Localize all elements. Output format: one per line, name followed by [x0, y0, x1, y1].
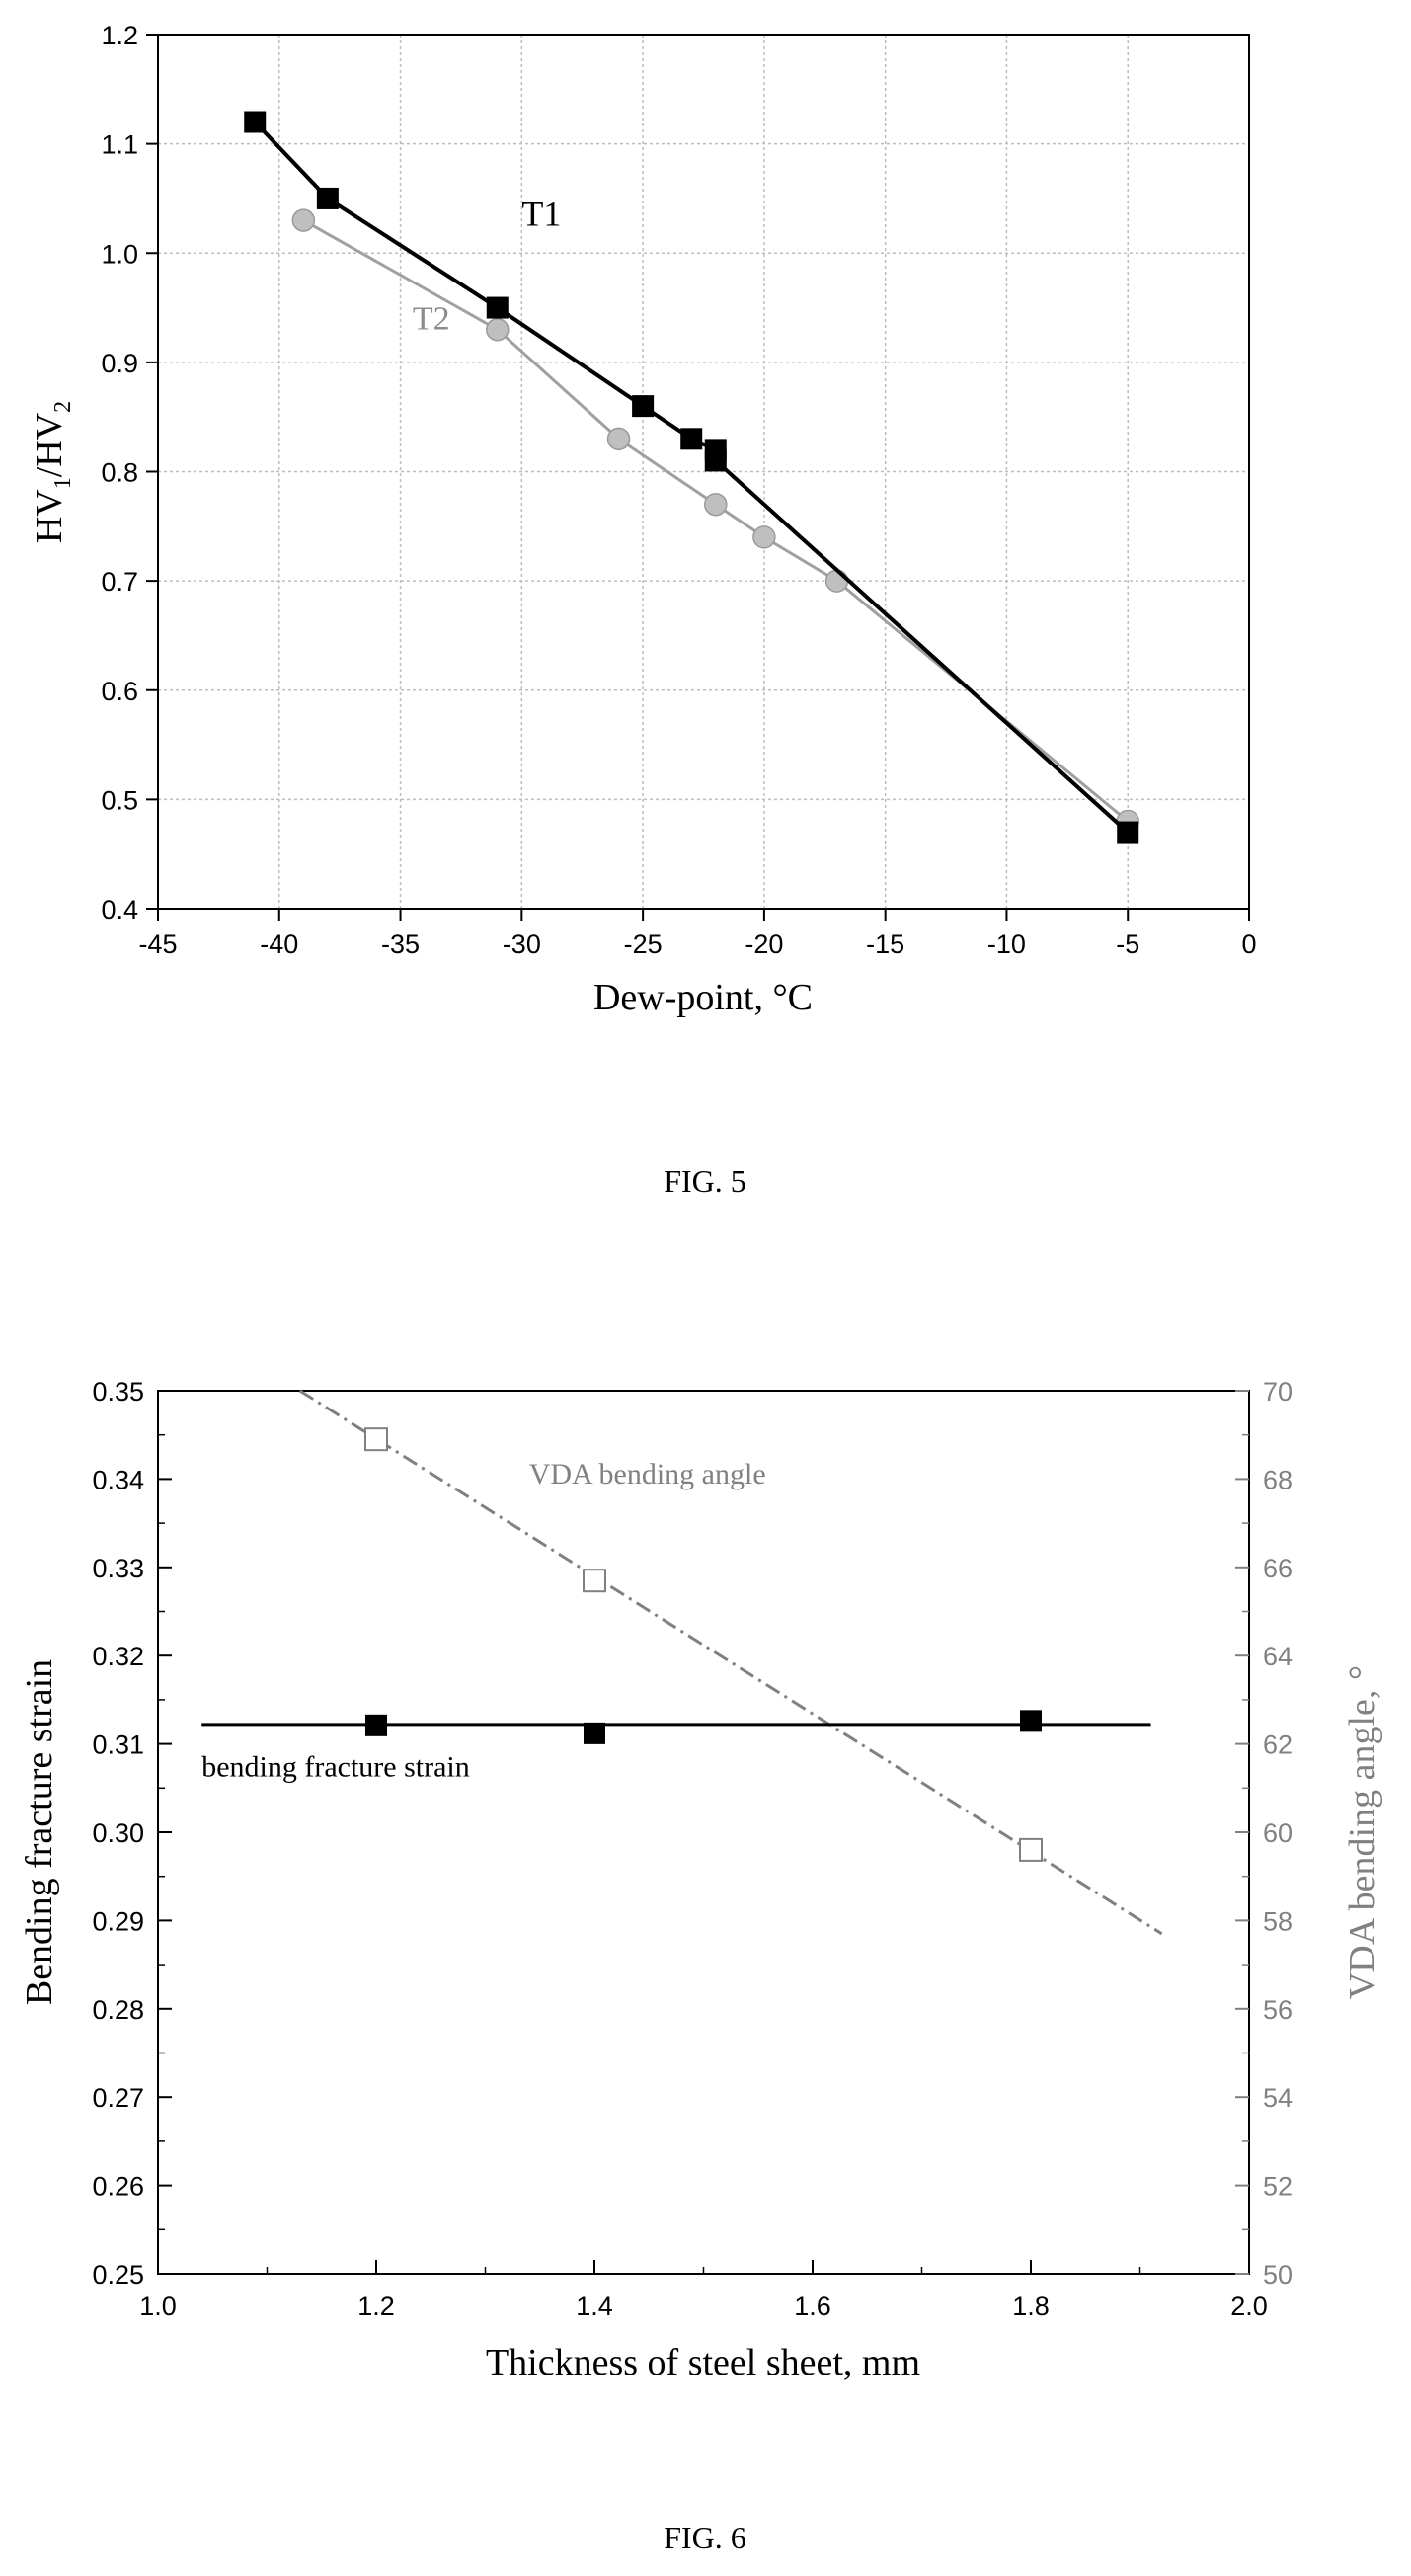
fig6-right-y-tick-label: 68 [1263, 1465, 1293, 1494]
fig6-x-axis-title: Thickness of steel sheet, mm [486, 2342, 920, 2383]
fig6-right-y-tick-label: 56 [1263, 1995, 1293, 2025]
fig5-x-tick-label: -20 [745, 929, 783, 959]
fig6-right-y-tick-label: 58 [1263, 1906, 1293, 1936]
fig6-right-y-tick-label: 64 [1263, 1642, 1293, 1671]
fig5-series-group: T2 T1 [244, 111, 1139, 844]
fig5-point-t1 [1117, 821, 1139, 844]
fig6-strain-point [584, 1722, 605, 1744]
fig6-right-y-axis-title: VDA bending angle, ° [1342, 1665, 1383, 1999]
fig5-point-t1 [632, 395, 655, 418]
fig6-right-y-tick-label: 52 [1263, 2172, 1293, 2202]
fig6-x-tick-label: 2.0 [1230, 2292, 1268, 2321]
fig6-x-axis: 1.0 1.2 1.4 1.6 1.8 2.0 [139, 2260, 1268, 2321]
fig5-x-tick-label: -15 [866, 929, 904, 959]
fig5-y-axis: 0.4 0.5 0.6 0.7 0.8 0.9 1.0 1.1 1.2 [101, 21, 158, 925]
fig5-x-tick-label: -10 [987, 929, 1026, 959]
fig6-left-y-tick-label: 0.29 [92, 1906, 144, 1936]
fig5-point-t2 [752, 525, 776, 549]
fig5-x-tick-label: -30 [503, 929, 541, 959]
fig5-ylabel-sub1: 1 [50, 477, 76, 489]
fig5-caption: FIG. 5 [664, 1164, 746, 1199]
fig5-y-tick-label: 0.5 [101, 785, 138, 815]
fig5-x-tick-label: -35 [381, 929, 420, 959]
fig6-left-y-axis: 0.25 0.26 0.27 0.28 0.29 0.30 0.31 0.32 0.33 0.34… [92, 1377, 172, 2290]
fig6-series-group: VDA bending angle bending fracture strain [201, 1389, 1163, 1936]
fig6-left-y-tick-label: 0.25 [92, 2260, 144, 2290]
fig6-left-y-tick-label: 0.26 [92, 2172, 144, 2202]
fig5-gridlines [158, 35, 1249, 909]
fig6-right-y-tick-label: 50 [1263, 2260, 1293, 2290]
fig6-strain-point [1020, 1710, 1042, 1732]
fig5-y-tick-label: 0.7 [101, 567, 138, 597]
fig5-point-t2 [704, 492, 728, 517]
fig5-y-tick-label: 1.1 [101, 130, 138, 160]
fig6-right-y-axis: 50 52 54 56 58 60 62 64 66 68 70 [1235, 1377, 1293, 2290]
fig5-x-axis: -45 -40 -35 -30 -25 -20 -15 -10 -5 0 [138, 909, 1257, 959]
fig6-right-y-tick-label: 62 [1263, 1731, 1293, 1760]
fig6-vda-point [583, 1569, 606, 1593]
fig6-vda-series-label: VDA bending angle [529, 1458, 766, 1490]
fig6-left-y-tick-label: 0.32 [92, 1642, 144, 1671]
fig5-point-t1 [244, 111, 267, 133]
fig6-left-y-tick-label: 0.34 [92, 1465, 144, 1494]
fig5-y-axis-title: HV1/HV2 [29, 401, 76, 543]
fig5-point-t1 [486, 296, 509, 319]
fig6-vda-fit-line [298, 1389, 1163, 1936]
fig6-left-y-tick-label: 0.28 [92, 1995, 144, 2025]
fig5-x-tick-label: -40 [260, 929, 298, 959]
fig6-vda-point [364, 1427, 388, 1452]
fig6-left-y-tick-label: 0.27 [92, 2083, 144, 2113]
fig5-y-tick-label: 0.8 [101, 458, 138, 488]
fig6-strain-series-label: bending fracture strain [201, 1751, 470, 1784]
fig6-x-tick-label: 1.2 [357, 2292, 395, 2321]
fig5-y-tick-label: 1.0 [101, 239, 138, 269]
fig6-right-y-tick-label: 60 [1263, 1818, 1293, 1848]
fig5-ylabel-hv2: /HV [29, 412, 70, 477]
fig5-x-tick-label: 0 [1241, 929, 1256, 959]
fig5-point-t1 [704, 449, 727, 472]
fig6-vda-point [1019, 1837, 1043, 1862]
fig5-ylabel-hv1: HV [29, 489, 70, 543]
fig5-point-t2 [291, 208, 316, 232]
fig5-point-t2 [824, 569, 849, 593]
fig5-y-tick-label: 0.9 [101, 349, 138, 378]
fig5-x-tick-label: -25 [624, 929, 663, 959]
fig6-strain-point [365, 1714, 387, 1736]
fig5-series-line-t1 [253, 121, 1130, 835]
fig5-chart: -45 -40 -35 -30 -25 -20 -15 -10 -5 0 0.4 0.5 0.6 0.7… [29, 21, 1257, 1199]
fig6-left-y-tick-label: 0.30 [92, 1818, 144, 1848]
fig5-y-tick-label: 1.2 [101, 21, 138, 50]
fig6-x-tick-label: 1.8 [1012, 2292, 1050, 2321]
fig5-x-axis-title: Dew-point, °C [593, 977, 813, 1018]
fig6-right-y-tick-label: 54 [1263, 2083, 1293, 2113]
fig6-left-y-tick-label: 0.31 [92, 1731, 144, 1760]
fig6-right-y-tick-label: 66 [1263, 1554, 1293, 1583]
fig5-point-t1 [316, 187, 339, 209]
fig5-point-t1 [680, 428, 703, 450]
fig6-plot-frame [157, 1390, 1250, 2275]
fig5-series-label-t2: T2 [413, 301, 450, 338]
fig5-series-label-t1: T1 [521, 195, 561, 234]
fig6-left-y-axis-title: Bending fracture strain [19, 1659, 60, 2005]
fig5-x-tick-label: -45 [138, 929, 177, 959]
fig6-right-y-tick-label: 70 [1263, 1377, 1293, 1407]
fig5-x-tick-label: -5 [1116, 929, 1139, 959]
fig6-left-y-tick-label: 0.35 [92, 1377, 144, 1407]
fig6-left-y-tick-label: 0.33 [92, 1554, 144, 1583]
fig6-chart: 1.0 1.2 1.4 1.6 1.8 2.0 0.250.260.270.280.290… [19, 1377, 1383, 2555]
fig5-ylabel-sub2: 2 [50, 401, 76, 413]
fig6-x-tick-label: 1.0 [139, 2292, 177, 2321]
fig6-caption: FIG. 6 [664, 2520, 746, 2555]
fig5-point-t2 [486, 317, 510, 342]
fig5-y-tick-label: 0.4 [101, 895, 138, 925]
fig6-x-tick-label: 1.6 [794, 2292, 831, 2321]
fig5-y-tick-label: 0.6 [101, 677, 138, 706]
fig6-x-tick-label: 1.4 [576, 2292, 613, 2321]
fig5-point-t2 [606, 427, 631, 451]
